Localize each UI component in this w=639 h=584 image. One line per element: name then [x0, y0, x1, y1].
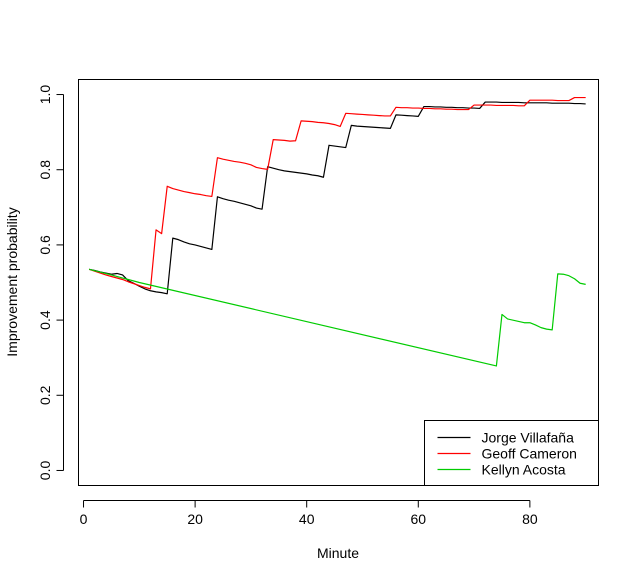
y-tick-label: 1.0 [37, 85, 53, 105]
y-tick-label: 0.6 [37, 235, 53, 255]
series-line-2 [88, 268, 586, 367]
series-lines [88, 96, 586, 367]
y-tick-label: 0.0 [37, 461, 53, 481]
x-axis: 0 20 40 60 80 [80, 500, 538, 527]
plot-frame [78, 79, 599, 486]
x-tick-label: 40 [299, 511, 315, 527]
y-tick-label: 0.4 [37, 310, 53, 330]
series-line-0 [88, 101, 586, 295]
legend-label: Jorge Villafaña [482, 430, 575, 446]
x-axis-title: Minute [317, 545, 359, 561]
y-axis: 0.0 0.2 0.4 0.6 0.8 1.0 [37, 85, 64, 481]
x-tick-label: 80 [522, 511, 538, 527]
legend-label: Kellyn Acosta [482, 462, 566, 478]
x-tick-label: 20 [187, 511, 203, 527]
y-tick-label: 0.2 [37, 385, 53, 405]
x-tick-label: 0 [80, 511, 88, 527]
y-axis-title: Improvement probability [4, 207, 20, 356]
y-tick-label: 0.8 [37, 160, 53, 180]
series-line-1 [88, 96, 586, 290]
x-tick-label: 60 [410, 511, 426, 527]
legend-label: Geoff Cameron [482, 446, 577, 462]
